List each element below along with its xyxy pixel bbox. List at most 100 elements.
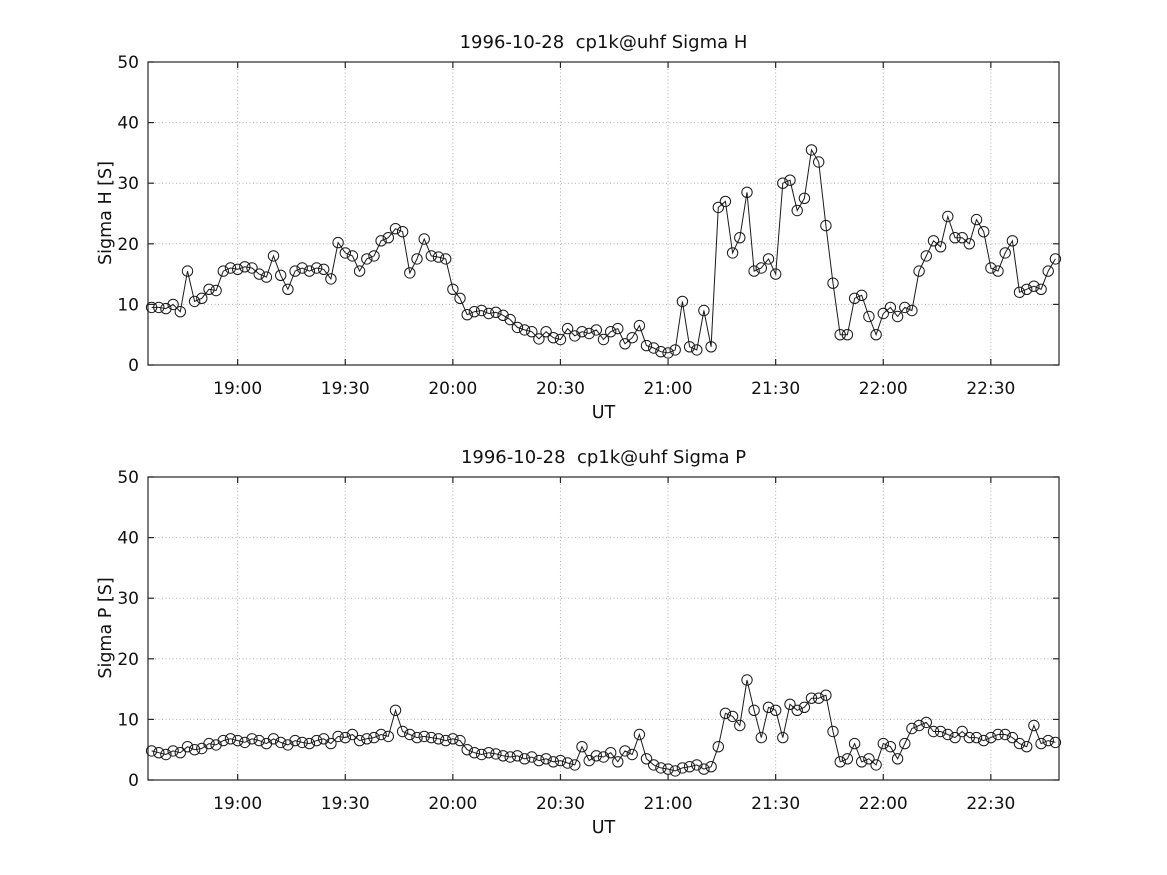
data-point-marker [798,701,811,713]
data-point-marker [174,306,187,318]
data-point-marker [1006,235,1019,247]
x-tick-label: 19:00 [213,379,262,399]
data-point-marker [813,692,825,704]
data-point-marker [626,332,638,344]
axes-box [147,61,1060,366]
data-point-marker [705,341,717,353]
data-point-marker [1035,283,1047,295]
data-point-marker [633,319,646,332]
data-point-marker [784,174,796,186]
data-point-marker [655,762,667,774]
data-point-marker [949,731,961,744]
data-point-marker [1028,719,1040,732]
data-point-marker [820,689,832,701]
data-point-marker [540,326,552,338]
data-point-marker [203,737,215,750]
x-tick-label: 22:00 [859,794,908,814]
data-point-marker [325,737,337,750]
data-point-marker [497,750,509,762]
data-point-marker [160,302,172,315]
x-tick-label: 19:30 [321,379,370,399]
data-point-marker [346,250,359,262]
data-point-marker [633,728,646,741]
data-point-marker [726,247,739,259]
data-point-marker [913,719,925,732]
data-point-marker [978,734,990,747]
data-point-marker [1020,283,1033,295]
data-point-marker [619,338,631,350]
data-point-marker [224,733,237,745]
data-point-marker [662,347,674,359]
data-point-marker [289,265,301,277]
data-point-marker [382,232,394,244]
data-point-marker [368,250,380,262]
data-point-marker [691,344,703,356]
data-point-marker [805,692,818,704]
data-point-marker [899,301,911,314]
data-point-marker [246,262,258,274]
data-point-marker [224,262,237,274]
data-point-marker [748,704,760,716]
y-tick-label: 0 [128,356,139,376]
data-point-marker [741,186,753,199]
data-point-marker [432,251,445,263]
data-point-marker [1035,737,1047,750]
data-point-marker [526,326,538,338]
data-point-marker [784,698,796,710]
data-point-marker [267,250,280,262]
data-point-marker [798,192,811,205]
data-point-marker [504,751,516,763]
data-point-marker [497,309,509,321]
data-point-marker [203,283,215,295]
data-point-marker [1013,737,1026,750]
data-point-marker [210,284,222,297]
data-point-marker [691,759,703,771]
data-point-marker [547,756,559,768]
data-point-marker [1020,741,1033,753]
data-point-marker [289,734,301,747]
data-point-marker [863,753,875,765]
data-point-marker [569,330,581,342]
data-point-marker [153,747,165,759]
y-tick-label: 40 [117,529,139,549]
data-point-marker [303,737,316,750]
data-point-marker [260,271,273,283]
x-tick-label: 21:00 [644,379,693,399]
data-point-marker [748,265,760,277]
y-tick-label: 50 [117,53,139,73]
data-point-marker [325,273,337,285]
data-point-marker [411,731,423,744]
data-point-marker [1006,731,1019,744]
data-point-marker [160,748,172,761]
data-point-marker [712,201,724,214]
data-point-marker [891,310,904,323]
data-point-marker [310,262,323,274]
tick-marks [148,61,1059,366]
x-tick-label: 20:30 [536,379,585,399]
x-tick-label: 19:30 [321,794,370,814]
data-point-marker [712,741,724,753]
data-point-marker [1042,265,1054,277]
data-point-marker [884,301,897,314]
data-point-marker [461,744,473,756]
data-point-marker [145,745,158,757]
data-point-marker [970,213,983,226]
data-point-marker [318,263,330,275]
data-point-marker [404,728,416,741]
chart1-xlabel: UT [591,403,616,423]
data-point-marker [425,250,437,262]
data-point-marker [920,716,932,729]
chart2-xlabel: UT [591,818,616,838]
data-point-marker [475,748,488,761]
x-tick-label: 21:30 [751,794,800,814]
data-point-marker [734,719,746,732]
data-point-marker [956,232,968,244]
data-point-marker [791,204,803,217]
data-point-marker [483,307,495,320]
data-point-marker [1028,280,1040,292]
data-point-marker [167,745,179,757]
data-point-marker [827,725,839,738]
data-point-marker [676,295,689,308]
x-tick-label: 22:00 [859,379,908,399]
data-point-marker [447,283,459,295]
